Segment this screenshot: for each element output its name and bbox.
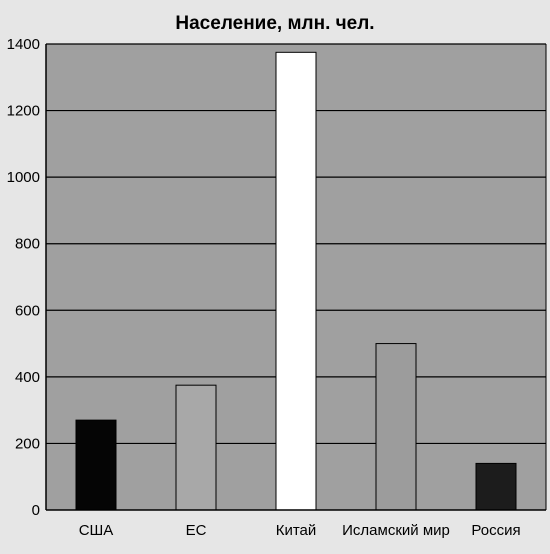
y-axis-ticks: 0 200 400 600 800 1000 1200 1400: [7, 36, 40, 519]
x-category-label: Россия: [471, 522, 520, 539]
y-tick-label: 1400: [7, 36, 40, 53]
x-category-label: США: [79, 522, 114, 539]
y-tick-label: 1200: [7, 103, 40, 120]
bar: [275, 51, 317, 511]
x-category-label: Исламский мир: [342, 522, 450, 539]
y-tick-label: 400: [15, 369, 40, 386]
bar: [75, 419, 117, 511]
bar: [375, 343, 417, 511]
y-tick-label: 800: [15, 236, 40, 253]
bar: [475, 462, 517, 511]
x-category-label: ЕС: [186, 522, 207, 539]
y-tick-label: 200: [15, 435, 40, 452]
y-tick-label: 1000: [7, 169, 40, 186]
x-axis-labels: США ЕС Китай Исламский мир Россия: [79, 522, 521, 539]
bar: [175, 384, 217, 511]
y-tick-label: 0: [32, 502, 40, 519]
chart-title: Население, млн. чел.: [175, 13, 374, 34]
axes: [45, 44, 547, 511]
y-tick-label: 600: [15, 302, 40, 319]
x-category-label: Китай: [276, 522, 317, 539]
